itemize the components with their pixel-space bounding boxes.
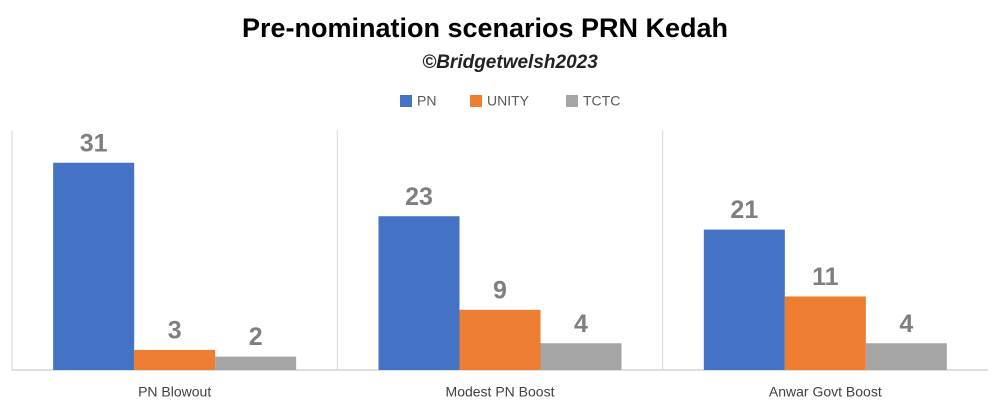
bar (215, 356, 297, 370)
value-label: 4 (899, 310, 913, 338)
bar (865, 343, 947, 370)
value-label: 9 (493, 276, 507, 304)
legend-swatch (400, 95, 412, 107)
bar (540, 343, 622, 370)
bar (784, 296, 866, 370)
value-label: 11 (812, 263, 839, 291)
legend-label: TCTC (583, 93, 620, 109)
value-label: 21 (730, 196, 758, 224)
value-label: 23 (405, 183, 433, 211)
bar (134, 349, 216, 370)
bar (378, 216, 460, 370)
chart-subtitle: ©Bridgetwelsh2023 (422, 52, 598, 73)
value-label: 4 (574, 310, 588, 338)
value-label: 31 (80, 129, 108, 157)
legend-label: UNITY (487, 93, 530, 109)
legend-swatch (470, 95, 482, 107)
value-label: 3 (168, 317, 182, 345)
bar (53, 162, 135, 370)
legend-label: PN (417, 93, 436, 109)
bar (459, 309, 541, 370)
x-tick-label: Modest PN Boost (446, 384, 555, 400)
value-label: 2 (249, 323, 263, 351)
x-tick-label: PN Blowout (138, 384, 211, 400)
legend-swatch (566, 95, 578, 107)
chart-title: Pre-nomination scenarios PRN Kedah (242, 13, 728, 43)
bar (703, 229, 785, 370)
x-tick-label: Anwar Govt Boost (769, 384, 882, 400)
